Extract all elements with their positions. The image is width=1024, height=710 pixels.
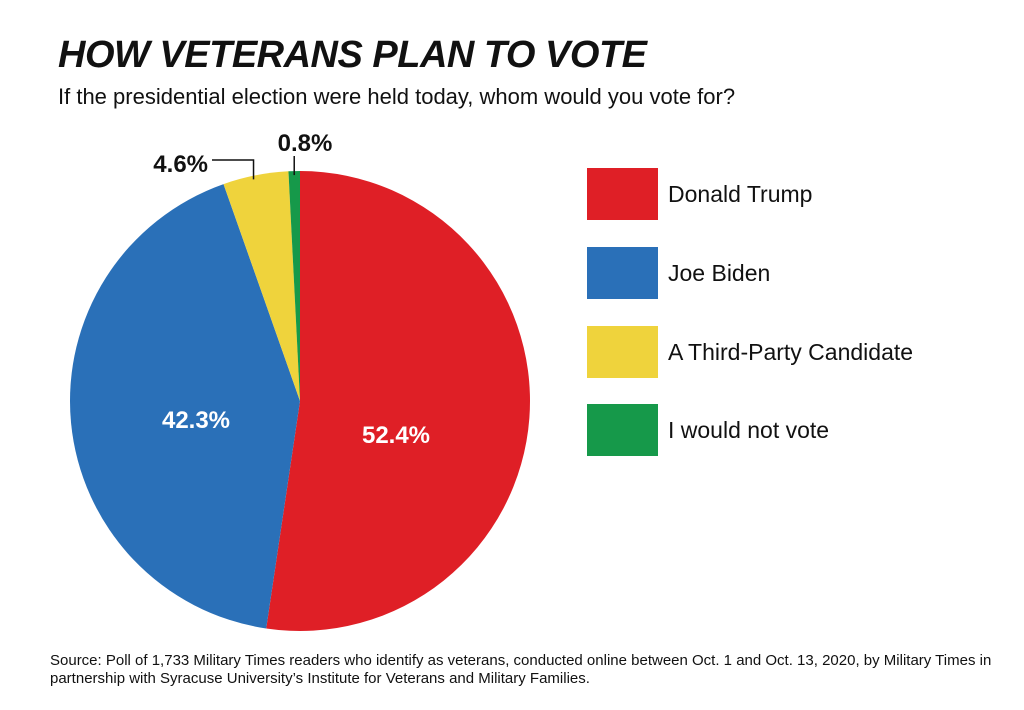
source-note: Source: Poll of 1,733 Military Times rea… [50,652,992,687]
legend-swatch [587,326,658,378]
legend-swatch [587,247,658,299]
legend-label: Joe Biden [668,259,771,286]
legend-swatch [587,404,658,456]
legend-label: I would not vote [668,416,830,443]
legend-item-i-would-not-vote: I would not vote [587,404,829,456]
legend-swatch [587,168,658,220]
pie-slice-a-third-party-candidate [223,171,300,401]
data-label-joe-biden: 42.3% [162,407,230,434]
legend-label: Donald Trump [668,180,813,207]
data-label-donald-trump: 52.4% [362,422,430,449]
pie-slice-donald-trump [266,171,531,632]
data-label-a-third-party-candidate: 4.6% [153,151,208,178]
legend-label: A Third-Party Candidate [668,338,914,365]
chart-title: HOW VETERANS PLAN TO VOTE [58,34,647,76]
legend-item-joe-biden: Joe Biden [587,247,770,299]
pie-slice-joe-biden [70,184,301,629]
pie-slice-i-would-not-vote [288,171,300,401]
data-label-i-would-not-vote: 0.8% [278,130,333,157]
legend-item-donald-trump: Donald Trump [587,168,812,220]
leader-line-a-third-party-candidate [212,159,255,180]
legend-item-a-third-party-candidate: A Third-Party Candidate [587,326,913,378]
chart-subtitle: If the presidential election were held t… [58,84,736,109]
